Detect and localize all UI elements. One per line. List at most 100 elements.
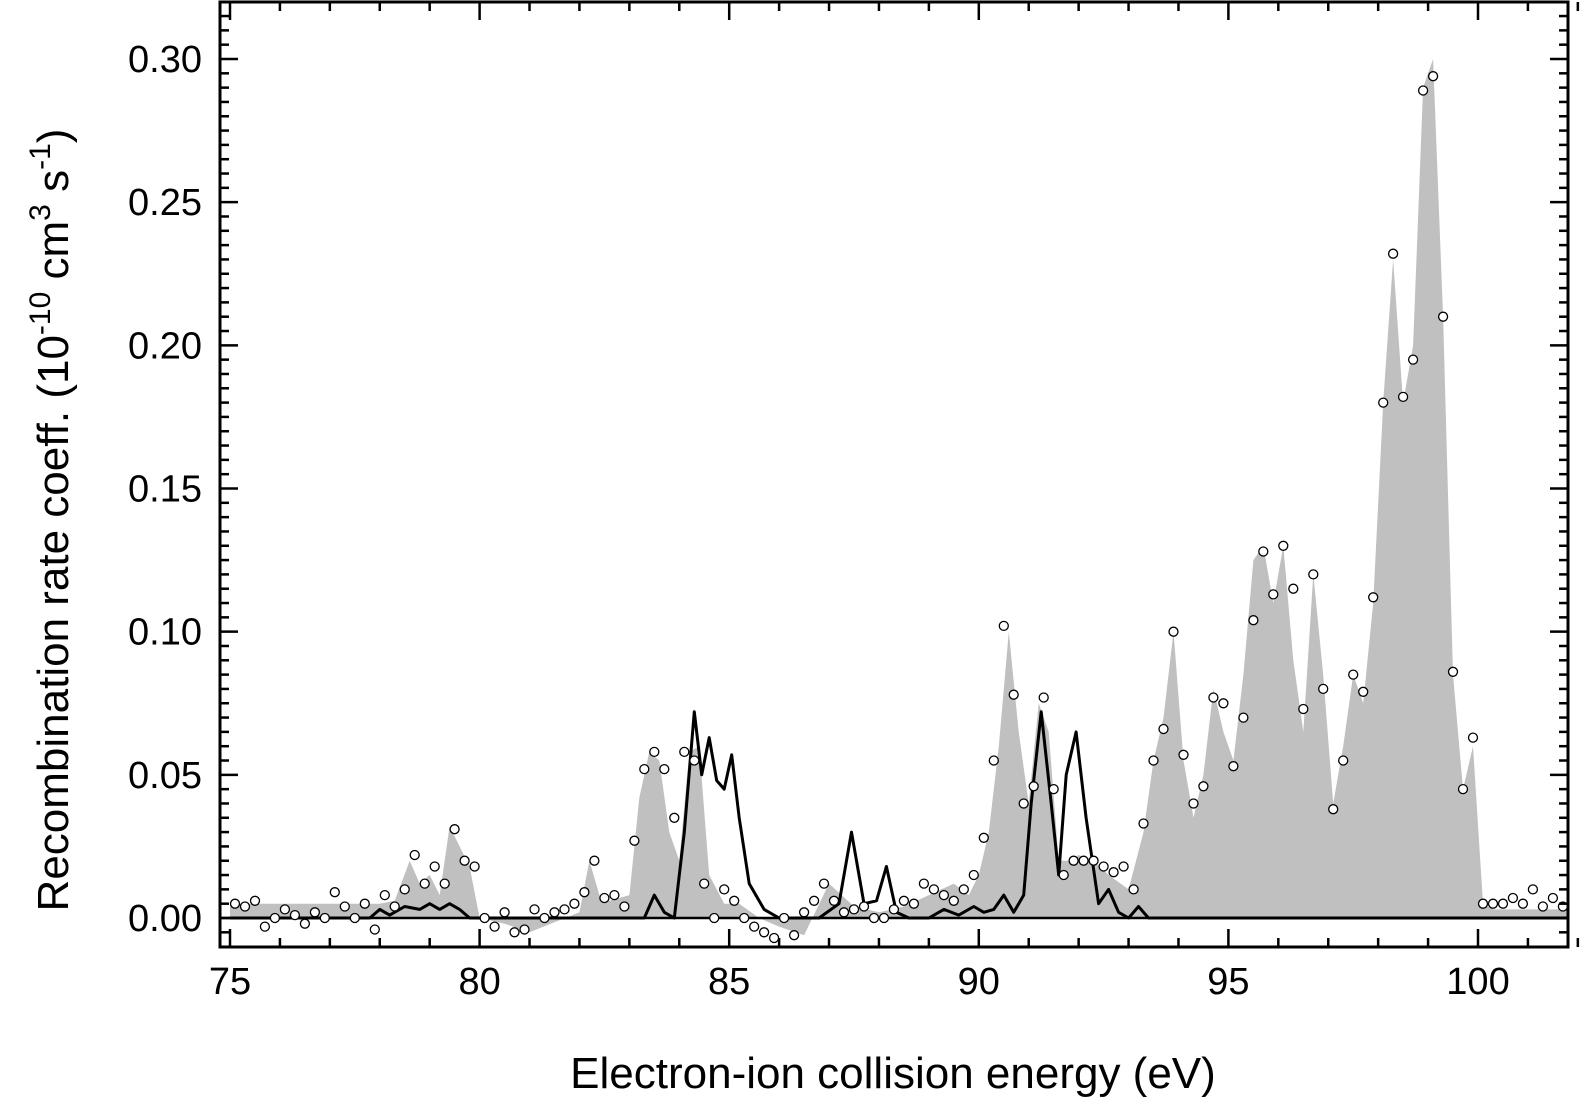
- x-axis-label: Electron-ion collision energy (eV): [570, 1049, 1216, 1098]
- data-point: [1148, 755, 1159, 766]
- data-point: [1318, 683, 1329, 695]
- data-point: [629, 835, 640, 846]
- y-tick-label: 0.20: [128, 325, 202, 367]
- data-point: [1477, 898, 1489, 909]
- data-point: [589, 855, 600, 866]
- data-point: [1397, 391, 1409, 403]
- data-point: [609, 889, 620, 901]
- data-point: [529, 904, 540, 915]
- data-point: [659, 763, 670, 775]
- data-point: [1437, 311, 1449, 322]
- data-point: [739, 912, 750, 924]
- y-tick-label: 0.00: [128, 898, 202, 940]
- data-point: [1198, 781, 1209, 792]
- data-point: [1457, 783, 1469, 795]
- data-point: [928, 884, 940, 895]
- data-point: [639, 763, 650, 775]
- data-point: [1248, 615, 1259, 626]
- data-point: [309, 907, 321, 918]
- data-point: [788, 930, 800, 941]
- data-point: [1527, 884, 1539, 895]
- data-point: [539, 912, 550, 924]
- data-point: [409, 849, 420, 861]
- data-point: [1447, 666, 1459, 677]
- data-point: [229, 898, 241, 909]
- data-point: [1517, 898, 1529, 909]
- data-point: [878, 912, 890, 924]
- data-point: [1358, 686, 1369, 697]
- data-point: [858, 901, 870, 912]
- data-point: [479, 912, 490, 924]
- data-point: [948, 895, 959, 906]
- data-point: [649, 746, 660, 758]
- axis-ticks: 75 80 85 90 95 100 0.00 0.05 0.10 0.15 0.20 0.25 0.3…: [128, 2, 1580, 1003]
- data-point: [329, 887, 340, 898]
- data-point: [1088, 855, 1099, 866]
- data-point: [1008, 689, 1019, 700]
- data-point: [998, 620, 1009, 632]
- data-point: [369, 924, 380, 935]
- data-point: [1467, 732, 1479, 743]
- data-point: [958, 884, 969, 895]
- data-point: [1338, 755, 1349, 766]
- data-point: [499, 907, 510, 918]
- data-point: [1048, 783, 1059, 795]
- data-point: [868, 912, 880, 924]
- data-point: [1308, 569, 1319, 580]
- data-point: [1118, 861, 1129, 872]
- data-point: [1238, 712, 1249, 723]
- data-point: [689, 755, 700, 766]
- data-point: [1208, 692, 1219, 703]
- data-point: [569, 898, 580, 909]
- data-point: [549, 907, 560, 918]
- data-point: [299, 918, 311, 929]
- data-point: [719, 884, 730, 895]
- data-point: [729, 895, 740, 906]
- data-point: [1168, 626, 1179, 637]
- data-point: [1078, 855, 1089, 866]
- filled-area-series: [230, 59, 1568, 936]
- data-point: [749, 921, 760, 932]
- data-point: [1328, 804, 1339, 815]
- data-point: [918, 878, 930, 889]
- data-point: [828, 895, 840, 906]
- data-point: [1537, 901, 1549, 912]
- data-point: [1158, 723, 1169, 735]
- data-point: [898, 895, 910, 906]
- x-tick-label: 80: [458, 961, 500, 1003]
- data-point: [1387, 248, 1399, 259]
- data-point: [419, 878, 430, 889]
- data-point: [1128, 884, 1139, 895]
- data-point: [399, 884, 410, 895]
- x-tick-label: 100: [1446, 961, 1509, 1003]
- data-point: [808, 895, 820, 906]
- data-point: [838, 907, 850, 918]
- data-point: [1188, 798, 1199, 809]
- data-point: [1018, 798, 1029, 809]
- y-tick-label: 0.05: [128, 755, 202, 797]
- x-tick-label: 75: [209, 961, 251, 1003]
- data-point: [1278, 540, 1289, 551]
- data-point: [888, 904, 900, 915]
- data-point: [1497, 898, 1509, 909]
- data-point: [359, 898, 370, 909]
- data-point: [599, 892, 610, 904]
- data-point: [239, 901, 251, 912]
- data-point: [289, 909, 301, 921]
- theory-line-series: [230, 710, 1568, 920]
- data-point: [1368, 592, 1379, 603]
- data-point: [389, 901, 400, 912]
- data-point: [469, 861, 480, 872]
- data-point: [1427, 71, 1439, 82]
- data-point: [1407, 354, 1419, 365]
- y-tick-label: 0.10: [128, 612, 202, 654]
- data-point: [619, 901, 630, 912]
- data-point: [818, 878, 830, 889]
- data-point: [559, 904, 570, 915]
- data-point: [699, 878, 710, 889]
- data-point: [379, 889, 390, 901]
- x-tick-label: 90: [958, 961, 1000, 1003]
- data-point: [319, 912, 330, 924]
- data-point: [1108, 867, 1119, 878]
- data-point: [1507, 892, 1519, 904]
